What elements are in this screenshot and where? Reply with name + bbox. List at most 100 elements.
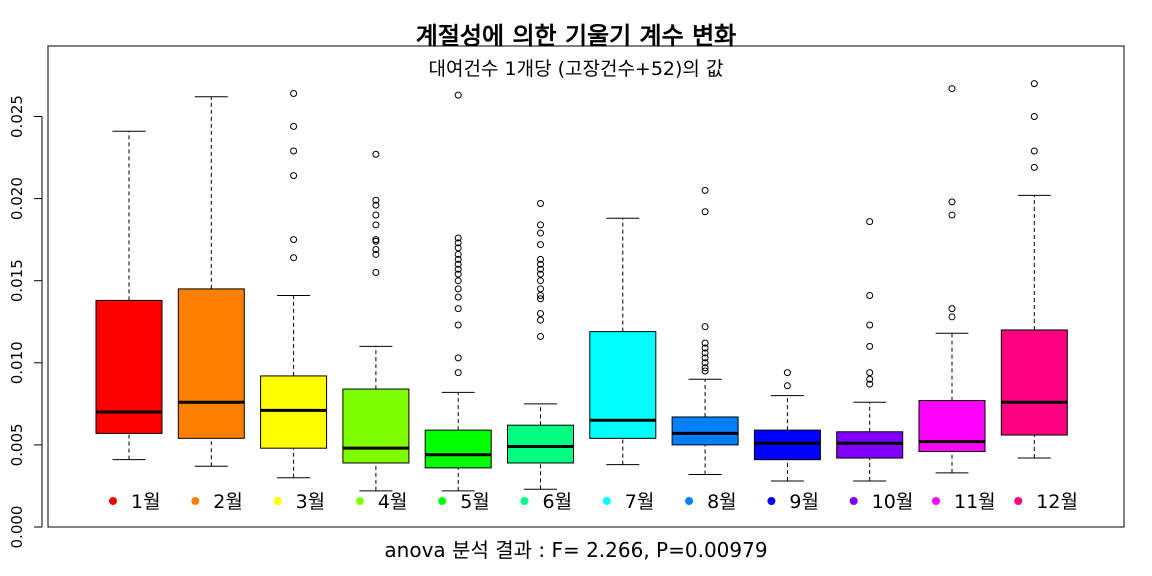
outlier-point [372, 268, 380, 276]
box-2 [177, 96, 245, 467]
outlier-point [454, 260, 462, 268]
outlier-point [537, 241, 544, 249]
outlier-point [454, 354, 462, 362]
outlier-point [701, 186, 709, 194]
y-tick-label: 0.005 [8, 423, 26, 466]
y-tick-label: 0.000 [8, 506, 26, 549]
chart-subtitle: 대여건수 1개당 (고장건수+52)의 값 [428, 58, 724, 80]
box-iqr [671, 416, 739, 446]
outlier-point [290, 147, 298, 155]
outlier-point [454, 91, 462, 99]
legend: 1월 2월 3월 4월 5월 6월 7월 8월 9월 10월 11월 12월 [109, 491, 1078, 513]
outlier-point [537, 277, 544, 285]
outlier-point [701, 364, 709, 372]
legend-label: 7월 [625, 491, 655, 513]
legend-item-4: 4월 [355, 491, 408, 513]
box-10 [836, 218, 904, 482]
outlier-point [537, 291, 544, 299]
outlier-point [537, 310, 544, 318]
outlier-point [454, 239, 462, 247]
legend-label: 5월 [460, 491, 490, 513]
outlier-point [454, 305, 462, 313]
outlier-point [372, 211, 380, 219]
outlier-point [701, 323, 709, 331]
outlier-point [372, 201, 380, 209]
outlier-point [454, 285, 462, 293]
box-iqr [507, 424, 574, 464]
legend-marker [355, 497, 364, 505]
box-9 [753, 369, 821, 482]
outlier-point [537, 260, 544, 268]
box-8 [671, 186, 739, 475]
legend-label: 8월 [707, 491, 737, 513]
outlier-point [948, 313, 956, 321]
outlier-point [537, 270, 544, 278]
outlier-point [1030, 147, 1038, 155]
outlier-point [372, 196, 380, 204]
box-4 [342, 150, 410, 492]
legend-item-2: 2월 [191, 491, 243, 513]
outlier-point [866, 218, 874, 226]
box-7 [589, 217, 657, 466]
legend-marker [767, 497, 776, 505]
legend-label: 4월 [378, 491, 408, 513]
outlier-point [290, 254, 298, 262]
x-axis-label: anova 분석 결과 : F= 2.266, P=0.00979 [384, 538, 768, 562]
outlier-point [948, 305, 956, 313]
legend-marker [602, 497, 611, 505]
box-1 [95, 130, 163, 461]
legend-marker [1014, 497, 1023, 505]
legend-label: 3월 [296, 491, 326, 513]
outlier-point [866, 380, 874, 388]
outlier-point [866, 291, 874, 299]
outlier-point [537, 200, 544, 208]
outlier-point [454, 321, 462, 329]
legend-marker [849, 497, 858, 505]
box-11 [918, 85, 986, 474]
y-tick-label: 0.010 [8, 341, 26, 384]
legend-marker [109, 497, 117, 505]
legend-marker [932, 497, 940, 505]
outlier-point [454, 244, 462, 252]
outlier-point [537, 285, 544, 293]
box-iqr [1000, 329, 1068, 436]
box-iqr [424, 429, 492, 469]
outlier-point [454, 369, 462, 377]
box-12 [1000, 80, 1068, 459]
box-3 [260, 90, 328, 479]
boxes [95, 80, 1068, 492]
outlier-point [948, 198, 956, 206]
outlier-point [372, 246, 380, 254]
outlier-point [701, 208, 709, 216]
legend-label: 2월 [213, 491, 243, 513]
legend-label: 10월 [872, 491, 914, 513]
legend-label: 11월 [954, 491, 996, 513]
outlier-point [372, 150, 380, 158]
y-tick-label: 0.015 [8, 259, 26, 302]
outlier-point [866, 321, 874, 329]
outlier-point [783, 369, 791, 377]
outlier-point [372, 250, 380, 258]
legend-item-10: 10월 [849, 491, 914, 513]
outlier-point [454, 255, 462, 263]
y-tick-label: 0.025 [8, 95, 26, 138]
box-iqr [918, 400, 986, 452]
outlier-point [948, 85, 956, 93]
legend-item-3: 3월 [273, 491, 326, 513]
legend-item-9: 9월 [767, 491, 819, 513]
legend-item-5: 5월 [438, 491, 490, 513]
outlier-point [454, 270, 462, 278]
outlier-point [290, 172, 298, 180]
outlier-point [701, 344, 709, 352]
outlier-point [866, 342, 874, 350]
box-iqr [342, 388, 410, 464]
legend-label: 9월 [789, 491, 819, 513]
legend-label: 6월 [543, 491, 573, 513]
outlier-point [290, 236, 298, 244]
legend-item-12: 12월 [1014, 491, 1078, 513]
legend-marker [685, 497, 694, 505]
outlier-point [454, 293, 462, 301]
legend-marker [438, 497, 447, 505]
outlier-point [866, 369, 874, 377]
outlier-point [866, 375, 874, 383]
